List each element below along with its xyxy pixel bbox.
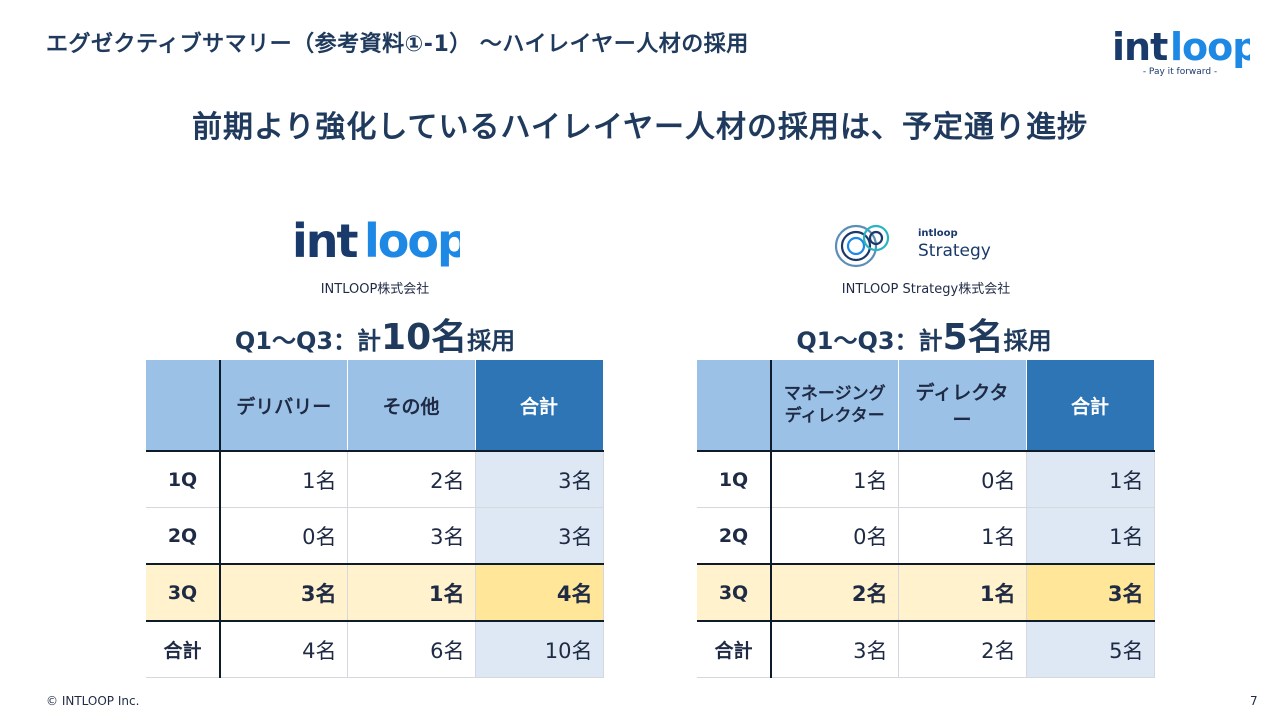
footer-copyright: © INTLOOP Inc. — [46, 694, 140, 708]
cell-value: 1名 — [898, 564, 1027, 622]
intloop-strategy-logo: intloop Strategy — [834, 224, 991, 268]
summary-left: Q1～Q3：計10名採用 — [165, 308, 585, 360]
cell-value: 2名 — [771, 564, 899, 622]
cell-total: 1名 — [1026, 507, 1155, 565]
table-row: 2Q 0名 3名 3名 — [146, 507, 604, 565]
strategy-swirl-icon — [834, 224, 890, 268]
header-delivery: デリバリー — [220, 360, 348, 452]
header-managing-director: マネージング ディレクター — [771, 360, 899, 452]
row-label: 2Q — [146, 507, 221, 565]
header-corner — [146, 360, 221, 452]
summary-left-prefix: Q1～Q3：計 — [234, 327, 382, 355]
table-row: 2Q 0名 1名 1名 — [697, 507, 1155, 565]
company-name-right: INTLOOP Strategy株式会社 — [841, 282, 1011, 297]
page-number: 7 — [1250, 694, 1258, 708]
summary-right-suffix: 採用 — [1003, 327, 1052, 355]
table-row: 1Q 1名 0名 1名 — [697, 451, 1155, 508]
table-row-highlighted: 3Q 3名 1名 4名 — [146, 564, 604, 622]
intloop-logo: int loop - Pay it forward - — [1112, 25, 1250, 77]
cell-value: 2名 — [898, 621, 1027, 678]
header-corner — [697, 360, 772, 452]
table-header-row: デリバリー その他 合計 — [146, 360, 604, 452]
header-line: マネージング — [783, 384, 886, 404]
row-label: 1Q — [146, 451, 221, 508]
header-line: ディレクター — [784, 406, 885, 426]
strategy-logo-word: Strategy — [918, 241, 991, 261]
cell-total: 3名 — [1026, 564, 1155, 622]
table-row-highlighted: 3Q 2名 1名 3名 — [697, 564, 1155, 622]
cell-value: 0名 — [898, 451, 1027, 508]
company-logo-loop: loop — [364, 214, 460, 268]
table-header-row: マネージング ディレクター ディレクター 合計 — [697, 360, 1155, 452]
header-total: 合計 — [1026, 360, 1155, 452]
company-name-left: INTLOOP株式会社 — [320, 282, 430, 297]
hiring-table-intloop: デリバリー その他 合計 1Q 1名 2名 3名 2Q 0名 3名 3名 3Q … — [146, 360, 604, 678]
summary-right: Q1～Q3：計5名採用 — [714, 308, 1134, 360]
cell-value: 3名 — [220, 564, 348, 622]
logo-loop-text: loop — [1170, 25, 1250, 69]
row-label: 3Q — [697, 564, 772, 622]
table-row-sum: 合計 3名 2名 5名 — [697, 621, 1155, 678]
strategy-logo-small: intloop — [918, 228, 958, 239]
cell-total: 5名 — [1026, 621, 1155, 678]
cell-total: 4名 — [475, 564, 604, 622]
cell-value: 1名 — [898, 507, 1027, 565]
intloop-company-logo: int loop — [292, 214, 460, 268]
cell-value: 4名 — [220, 621, 348, 678]
cell-value: 1名 — [220, 451, 348, 508]
summary-right-prefix: Q1～Q3：計 — [796, 327, 943, 355]
logo-tagline: - Pay it forward - — [1143, 67, 1217, 77]
table-row: 1Q 1名 2名 3名 — [146, 451, 604, 508]
header-director: ディレクター — [898, 360, 1027, 452]
summary-right-number: 5名 — [942, 317, 1004, 358]
header-other: その他 — [347, 360, 476, 452]
row-label: 合計 — [146, 621, 221, 678]
row-label: 1Q — [697, 451, 772, 508]
cell-total: 3名 — [475, 507, 604, 565]
headline: 前期より強化しているハイレイヤー人材の採用は、予定通り進捗 — [192, 110, 1088, 145]
cell-total: 10名 — [475, 621, 604, 678]
cell-value: 1名 — [347, 564, 476, 622]
cell-value: 6名 — [347, 621, 476, 678]
cell-value: 0名 — [771, 507, 899, 565]
cell-value: 2名 — [347, 451, 476, 508]
cell-value: 0名 — [220, 507, 348, 565]
cell-total: 3名 — [475, 451, 604, 508]
cell-value: 3名 — [347, 507, 476, 565]
cell-value: 3名 — [771, 621, 899, 678]
page-title: エグゼクティブサマリー（参考資料①-1） ～ハイレイヤー人材の採用 — [46, 32, 749, 57]
header-total: 合計 — [475, 360, 604, 452]
hiring-table-strategy: マネージング ディレクター ディレクター 合計 1Q 1名 0名 1名 2Q 0… — [697, 360, 1155, 678]
row-label: 2Q — [697, 507, 772, 565]
row-label: 合計 — [697, 621, 772, 678]
company-logo-int: int — [292, 214, 358, 268]
summary-left-suffix: 採用 — [467, 327, 516, 355]
cell-total: 1名 — [1026, 451, 1155, 508]
table-row-sum: 合計 4名 6名 10名 — [146, 621, 604, 678]
cell-value: 1名 — [771, 451, 899, 508]
summary-left-number: 10名 — [381, 317, 468, 358]
row-label: 3Q — [146, 564, 221, 622]
logo-int-text: int — [1112, 25, 1168, 69]
